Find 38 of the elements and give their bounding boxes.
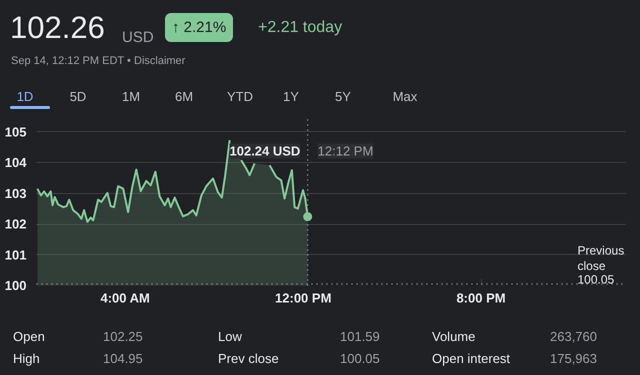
ref-line-label: Previous close 100.05 — [578, 244, 624, 286]
text: 5Y — [335, 88, 351, 106]
text: 175,963 — [550, 350, 597, 368]
x-tick-label: 4:00 AM — [100, 290, 150, 306]
y-tick-label: 103 — [4, 186, 27, 201]
text: 102.25 — [103, 328, 143, 346]
text: 104.95 — [103, 350, 143, 368]
text: High — [13, 350, 40, 368]
ref-line-label: 12:12 PM — [318, 144, 374, 158]
annotation: 102.24 USD — [230, 144, 300, 158]
text: Low — [218, 328, 242, 346]
x-tick-label: 12:00 PM — [275, 290, 332, 306]
text: 1D — [16, 88, 34, 106]
text: Open — [13, 328, 45, 346]
text: 5D — [70, 88, 86, 106]
chart-title: 102.26 — [10, 9, 105, 47]
y-tick-label: 105 — [4, 124, 27, 140]
y-tick-label: 100 — [4, 278, 27, 293]
text: Volume — [432, 328, 476, 346]
text: USD — [122, 28, 154, 48]
text: 100.05 — [340, 350, 380, 368]
y-tick-label: 104 — [4, 155, 28, 170]
text: Sep 14, 12:12 PM EDT • — [11, 54, 131, 69]
text: Max — [392, 88, 418, 106]
text: 1Y — [283, 88, 299, 106]
text: Open interest — [432, 350, 510, 368]
text: +2.21 today — [258, 18, 342, 38]
text: 263,760 — [550, 328, 597, 346]
text: 1M — [122, 88, 140, 106]
text: 6M — [174, 88, 194, 106]
text: 101.59 — [340, 328, 380, 346]
y-tick-label: 102 — [4, 216, 27, 232]
y-tick-label: 101 — [4, 247, 27, 262]
text: ↑ 2.21% — [165, 13, 234, 42]
text: YTD — [227, 88, 253, 106]
text: Prev close — [218, 350, 279, 368]
x-tick-label: 8:00 PM — [456, 290, 506, 306]
text: Disclaimer — [134, 54, 186, 69]
